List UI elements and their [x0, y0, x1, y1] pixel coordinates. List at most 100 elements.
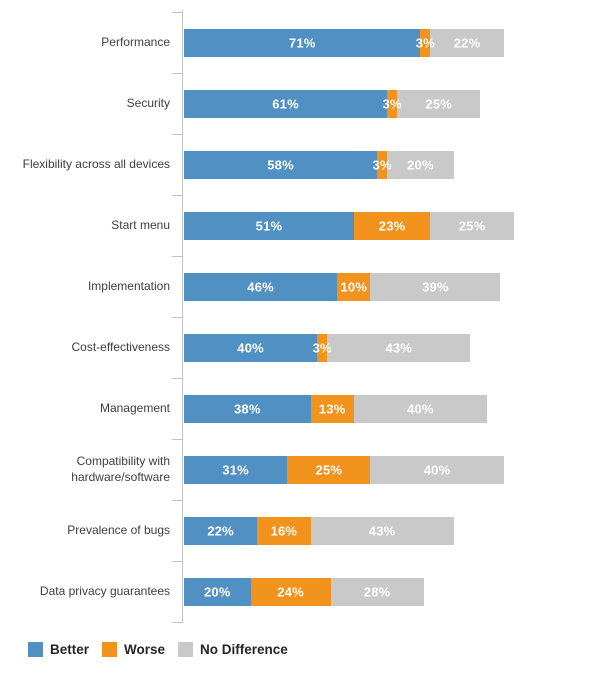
- axis-tick: [172, 256, 182, 257]
- axis-tick: [172, 561, 182, 562]
- bar-segment-better: 46%: [184, 272, 338, 301]
- value-label: 40%: [407, 401, 434, 416]
- legend-label: No Difference: [200, 642, 288, 657]
- value-label: 38%: [233, 401, 261, 416]
- bar-segment-no-difference: 43%: [310, 516, 454, 545]
- value-label: 43%: [368, 523, 396, 538]
- legend-label: Better: [50, 642, 90, 657]
- bar-track: 58% 3% 20%: [184, 150, 454, 179]
- value-label: 13%: [318, 401, 346, 416]
- value-label: 40%: [423, 462, 451, 477]
- category-label: Security: [126, 95, 170, 110]
- value-label: 71%: [288, 35, 316, 50]
- chart-row: Management 38% 13% 40%: [0, 378, 600, 439]
- value-label: 3%: [415, 35, 436, 50]
- bar-segment-no-difference: 43%: [327, 333, 471, 362]
- bar-track: 40% 3% 43%: [184, 333, 471, 362]
- bar-segment-better: 58%: [184, 150, 378, 179]
- bar-segment-no-difference: 25%: [397, 89, 481, 118]
- bar-segment-better: 61%: [184, 89, 388, 118]
- bar-segment-better: 51%: [184, 211, 354, 240]
- value-label: 3%: [382, 96, 402, 111]
- category-label: Cost-effectiveness: [71, 339, 171, 354]
- bar-segment-better: 22%: [184, 516, 258, 545]
- bar-track: 71% 3% 22%: [184, 28, 504, 57]
- category-label: Flexibility across all devices: [22, 156, 170, 171]
- bar-segment-worse: 13%: [310, 394, 354, 423]
- value-label: 39%: [422, 279, 449, 294]
- bar-segment-worse: 3%: [383, 89, 402, 118]
- category-label: Start menu: [111, 217, 170, 232]
- value-label: 3%: [372, 157, 392, 172]
- legend-swatch: [102, 642, 118, 657]
- bar-track: 38% 13% 40%: [184, 394, 487, 423]
- legend-item: No Difference: [178, 642, 288, 657]
- value-label: 46%: [247, 279, 274, 294]
- bar-segment-no-difference: 20%: [387, 150, 454, 179]
- axis-tick: [172, 134, 182, 135]
- bar-segment-no-difference: 40%: [370, 455, 504, 484]
- value-label: 25%: [425, 96, 453, 111]
- bar-segment-no-difference: 40%: [353, 394, 487, 423]
- chart-row: Flexibility across all devices 58% 3% 20…: [0, 134, 600, 195]
- chart-rows: Performance 71% 3% 22% Security 61% 3% 2…: [0, 12, 600, 622]
- value-label: 3%: [312, 340, 332, 355]
- axis-tick: [172, 439, 182, 440]
- chart-row: Compatibility with hardware/software 31%…: [0, 439, 600, 500]
- bar-track: 20% 24% 28%: [184, 577, 424, 606]
- bar-track: 61% 3% 25%: [184, 89, 481, 118]
- bar-track: 22% 16% 43%: [184, 516, 454, 545]
- legend-swatch: [28, 642, 43, 657]
- axis-tick: [172, 622, 182, 623]
- bar-segment-worse: 10%: [337, 272, 371, 301]
- chart-legend: Better Worse No Difference: [28, 642, 288, 657]
- category-label: Prevalence of bugs: [67, 522, 170, 537]
- chart-row: Security 61% 3% 25%: [0, 73, 600, 134]
- value-label: 20%: [203, 584, 231, 599]
- bar-segment-no-difference: 22%: [430, 28, 504, 57]
- value-label: 31%: [222, 462, 249, 477]
- bar-segment-worse: 25%: [287, 455, 371, 484]
- bar-segment-no-difference: 25%: [430, 211, 514, 240]
- bar-track: 31% 25% 40%: [184, 455, 504, 484]
- value-label: 20%: [407, 157, 434, 172]
- value-label: 58%: [267, 157, 294, 172]
- value-label: 25%: [458, 218, 486, 233]
- category-label: Management: [99, 400, 170, 415]
- axis-tick: [172, 378, 182, 379]
- bar-segment-worse: 16%: [257, 516, 311, 545]
- bar-segment-worse: 3%: [313, 333, 332, 362]
- axis-tick: [172, 500, 182, 501]
- chart-row: Prevalence of bugs 22% 16% 43%: [0, 500, 600, 561]
- axis-tick: [172, 317, 182, 318]
- chart-row: Data privacy guarantees 20% 24% 28%: [0, 561, 600, 622]
- category-label: Data privacy guarantees: [39, 583, 170, 598]
- value-label: 22%: [207, 523, 234, 538]
- value-label: 28%: [363, 584, 391, 599]
- bar-segment-no-difference: 39%: [370, 272, 501, 301]
- chart-row: Cost-effectiveness 40% 3% 43%: [0, 317, 600, 378]
- bar-segment-worse: 24%: [250, 577, 331, 606]
- category-label: Implementation: [87, 278, 170, 293]
- axis-tick: [172, 12, 182, 13]
- chart-row: Performance 71% 3% 22%: [0, 12, 600, 73]
- bar-segment-better: 38%: [184, 394, 311, 423]
- bar-segment-better: 71%: [184, 28, 421, 57]
- value-label: 23%: [378, 218, 406, 233]
- bar-track: 51% 23% 25%: [184, 211, 514, 240]
- category-label: Performance: [101, 34, 170, 49]
- value-label: 16%: [270, 523, 298, 538]
- category-label: Compatibility with hardware/software: [71, 453, 170, 484]
- bar-segment-worse: 23%: [353, 211, 431, 240]
- value-label: 43%: [385, 340, 413, 355]
- value-label: 61%: [272, 96, 299, 111]
- bar-track: 46% 10% 39%: [184, 272, 501, 301]
- value-label: 10%: [340, 279, 368, 294]
- legend-label: Worse: [124, 642, 166, 657]
- value-label: 25%: [315, 462, 343, 477]
- bar-segment-worse: 3%: [416, 28, 435, 57]
- value-label: 24%: [277, 584, 304, 599]
- value-label: 40%: [237, 340, 264, 355]
- axis-tick: [172, 195, 182, 196]
